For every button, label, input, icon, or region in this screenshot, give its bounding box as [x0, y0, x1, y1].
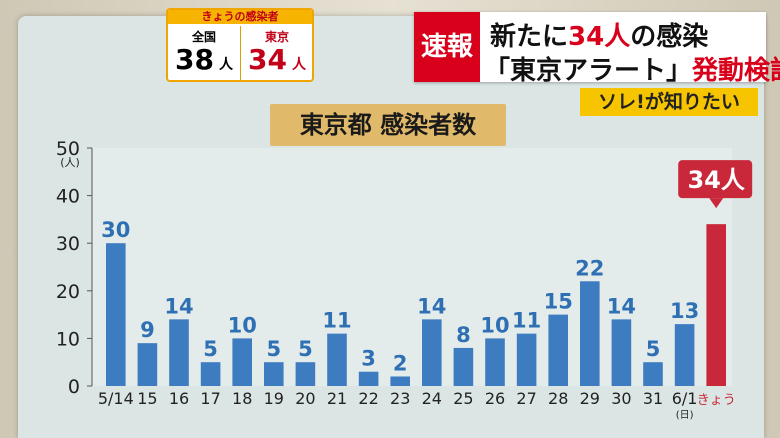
counter-header: きょうの感染者: [168, 10, 312, 24]
tokyo-label: 東京: [264, 30, 289, 44]
x-tick-label: 19: [264, 389, 284, 408]
x-tick-label: 6/1: [672, 389, 698, 408]
data-label: 10: [228, 313, 257, 337]
y-axis-unit: (人): [60, 156, 80, 169]
chart-title: 東京都 感染者数: [270, 104, 506, 146]
tokyo-value: 34: [247, 43, 287, 76]
y-tick-label: 20: [56, 281, 80, 303]
national-value: 38: [174, 43, 214, 76]
x-tick-label: 31: [643, 389, 663, 408]
y-tick-label: 40: [56, 186, 80, 208]
x-tick-label: 27: [516, 389, 536, 408]
bar: [422, 319, 442, 386]
bar: [674, 324, 695, 386]
national-label: 全国: [191, 30, 216, 44]
x-tick-label: 5/14: [98, 389, 134, 408]
data-label: 15: [544, 290, 573, 314]
x-tick-label: 21: [327, 389, 347, 408]
bar: [295, 362, 316, 386]
bar: [200, 362, 221, 386]
national-count: 全国 38 人: [168, 26, 240, 80]
national-unit: 人: [219, 57, 234, 73]
bar: [643, 362, 663, 386]
bar: [548, 314, 568, 386]
x-tick-label: 15: [137, 389, 157, 408]
data-label: 13: [670, 299, 699, 323]
x-tick-sublabel: (日): [676, 410, 694, 421]
highlight-callout-box: [678, 160, 753, 199]
headline-action: 発動検討: [692, 56, 780, 86]
breaking-news-headline: 速報 新たに34人の感染 「東京アラート」発動検討: [414, 12, 780, 86]
highlight-callout-pointer: [709, 198, 724, 209]
bar: [453, 347, 474, 386]
segment-banner: ソレ!が知りたい: [580, 88, 758, 116]
bar: [137, 343, 158, 386]
headline-line1: 新たに34人の感染: [490, 16, 708, 53]
x-tick-label: 28: [548, 389, 568, 408]
bar: [516, 333, 537, 386]
y-tick-label: 0: [68, 376, 80, 398]
tokyo-count: 東京 34 人: [240, 26, 312, 80]
bar: [390, 376, 410, 386]
data-label: 11: [512, 309, 541, 333]
bar: [232, 338, 252, 386]
x-tick-label: 22: [358, 389, 378, 408]
bar: [106, 243, 126, 386]
x-tick-label: 18: [232, 389, 252, 408]
data-label: 5: [203, 337, 218, 361]
x-tick-label: 25: [453, 389, 473, 408]
data-label: 9: [140, 318, 155, 342]
x-tick-label: 30: [611, 389, 631, 408]
x-tick-label: 17: [200, 389, 220, 408]
tokyo-unit: 人: [292, 57, 307, 73]
data-label: 5: [646, 337, 661, 361]
data-label: 5: [298, 337, 313, 361]
bar: [169, 319, 189, 386]
bar: [485, 338, 505, 386]
data-label: 30: [101, 218, 130, 242]
headline-count: 34人: [568, 22, 631, 52]
bar: [358, 371, 379, 386]
data-label: 14: [417, 294, 446, 318]
x-tick-label: 24: [422, 389, 442, 408]
x-tick-label: きょう: [697, 393, 736, 408]
bar: [264, 362, 284, 386]
bar: [611, 319, 632, 386]
x-tick-label: 29: [580, 389, 600, 408]
y-tick-label: 10: [56, 328, 80, 350]
bar: [327, 333, 347, 386]
x-tick-label: 26: [485, 389, 505, 408]
data-label: 8: [456, 323, 471, 347]
data-label: 14: [607, 294, 636, 318]
infection-counter: きょうの感染者 全国 38 人 東京 34 人: [166, 8, 314, 82]
data-label: 2: [393, 351, 408, 375]
data-label: 10: [480, 313, 509, 337]
y-tick-label: 50: [56, 138, 80, 160]
data-label: 3: [361, 347, 376, 371]
data-label: 22: [575, 256, 604, 280]
highlight-callout-label: 34人: [687, 166, 744, 194]
x-tick-label: 16: [169, 389, 189, 408]
headline-prefix: 新たに: [490, 22, 569, 52]
data-label: 11: [322, 309, 351, 333]
headline-alert: 「東京アラート」: [484, 56, 693, 86]
data-label: 5: [266, 337, 281, 361]
y-tick-label: 30: [56, 233, 80, 255]
x-tick-label: 23: [390, 389, 410, 408]
bar: [706, 224, 726, 386]
breaking-tag: 速報: [414, 12, 480, 82]
bar: [580, 281, 600, 386]
headline-suffix: の感染: [630, 22, 709, 52]
headline-line2: 「東京アラート」発動検討: [484, 50, 780, 87]
x-tick-label: 20: [295, 389, 315, 408]
data-label: 14: [164, 294, 193, 318]
